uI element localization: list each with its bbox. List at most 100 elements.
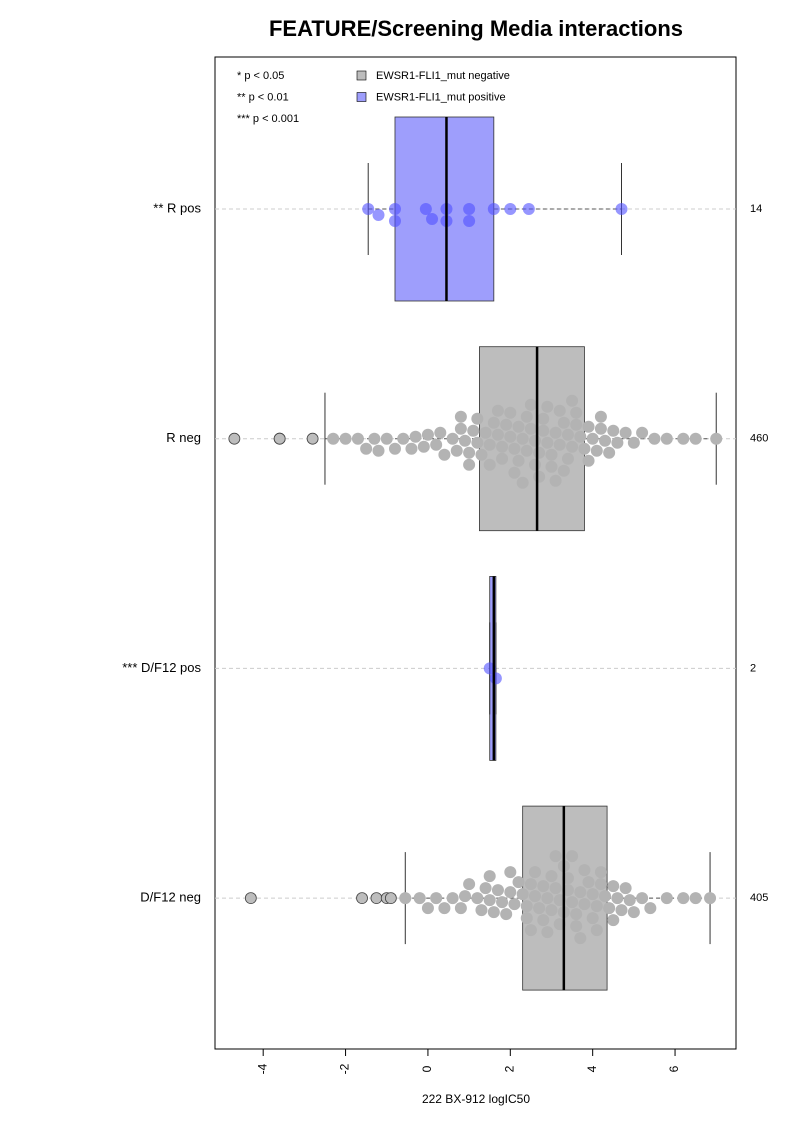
swarm-point: [458, 890, 471, 903]
swarm-point: [623, 894, 636, 907]
swarm-point: [504, 406, 517, 419]
swarm-point: [545, 460, 558, 473]
swarm-point: [471, 892, 484, 905]
swarm-point: [413, 892, 426, 905]
x-tick-label: -2: [338, 1063, 352, 1074]
swarm-point: [483, 458, 496, 471]
swarm-point: [339, 432, 352, 445]
swarm-point: [409, 430, 422, 443]
swarm-point: [594, 866, 607, 879]
legend-swatch: [356, 70, 367, 81]
swarm-point: [537, 880, 550, 893]
swarm-point: [454, 422, 467, 435]
group-label: R neg: [166, 430, 201, 445]
swarm-point: [487, 416, 500, 429]
swarm-point: [471, 436, 484, 449]
outlier: [273, 432, 286, 445]
group-label: *** D/F12 pos: [122, 660, 201, 675]
swarm-point: [463, 203, 476, 215]
swarm-point: [504, 203, 517, 215]
swarm-point: [541, 926, 554, 939]
group-label: D/F12 neg: [140, 890, 201, 905]
legend-note: * p < 0.05: [237, 70, 284, 82]
swarm-point: [590, 924, 603, 937]
swarm-point: [529, 866, 542, 879]
swarm-point: [648, 432, 661, 445]
swarm-point: [570, 406, 583, 419]
swarm-point: [644, 902, 657, 915]
swarm-point: [561, 452, 574, 465]
swarm-point: [360, 442, 373, 455]
swarm-point: [603, 446, 616, 459]
swarm-point: [603, 902, 616, 915]
swarm-point: [372, 209, 385, 221]
swarm-point: [549, 426, 562, 439]
swarm-point: [399, 892, 412, 905]
swarm-point: [566, 440, 579, 453]
swarm-point: [582, 420, 595, 433]
swarm-point: [566, 896, 579, 909]
swarm-point: [434, 426, 447, 439]
swarm-point: [524, 878, 537, 891]
x-tick-label: 0: [420, 1065, 434, 1072]
swarm-point: [368, 432, 381, 445]
swarm-point: [438, 448, 451, 461]
swarm-point: [483, 438, 496, 451]
swarm-point: [586, 888, 599, 901]
swarm-point: [704, 892, 717, 905]
swarm-point: [491, 884, 504, 897]
swarm-point: [417, 440, 430, 453]
swarm-point: [500, 908, 513, 921]
swarm-point: [516, 476, 529, 489]
swarm-point: [570, 920, 583, 933]
swarm-point: [430, 438, 443, 451]
swarm-point: [574, 430, 587, 443]
outlier: [306, 432, 319, 445]
outlier: [244, 892, 257, 904]
swarm-point: [594, 422, 607, 435]
swarm-point: [496, 896, 509, 909]
outlier: [356, 892, 368, 904]
swarm-point: [504, 866, 517, 879]
swarm-point: [421, 428, 434, 441]
swarm-point: [557, 416, 570, 429]
swarm-point: [421, 902, 434, 915]
swarm-point: [475, 448, 488, 461]
swarm-point: [516, 432, 529, 445]
group-count: 14: [750, 203, 762, 215]
outlier: [384, 892, 397, 904]
x-tick-label: 2: [502, 1065, 516, 1072]
swarm-point: [549, 474, 562, 487]
swarm-point: [516, 888, 529, 901]
swarm-point: [615, 904, 628, 917]
swarm-point: [450, 444, 463, 457]
swarm-point: [388, 203, 401, 215]
group-count: 460: [750, 433, 768, 445]
swarm-point: [574, 932, 587, 945]
swarm-point: [504, 886, 517, 899]
swarm-point: [627, 436, 640, 449]
swarm-point: [607, 424, 620, 437]
swarm-point: [520, 912, 533, 925]
swarm-point: [405, 442, 418, 455]
swarm-point: [496, 440, 509, 453]
swarm-point: [504, 430, 517, 443]
group-label: ** R pos: [153, 200, 201, 215]
swarm-point: [491, 404, 504, 417]
swarm-point: [529, 434, 542, 447]
swarm-point: [553, 438, 566, 451]
legend-note: *** p < 0.001: [237, 113, 299, 125]
swarm-point: [660, 892, 673, 905]
swarm-point: [566, 394, 579, 407]
swarm-point: [327, 432, 340, 445]
swarm-point: [520, 900, 533, 913]
swarm-point: [594, 410, 607, 423]
swarm-point: [388, 215, 401, 227]
swarm-point: [599, 434, 612, 447]
legend-label: EWSR1-FLI1_mut negative: [376, 70, 510, 82]
swarm-point: [508, 898, 521, 911]
group-count: 405: [750, 892, 768, 904]
outlier: [228, 432, 241, 445]
swarm-point: [380, 432, 393, 445]
swarm-point: [677, 892, 690, 905]
